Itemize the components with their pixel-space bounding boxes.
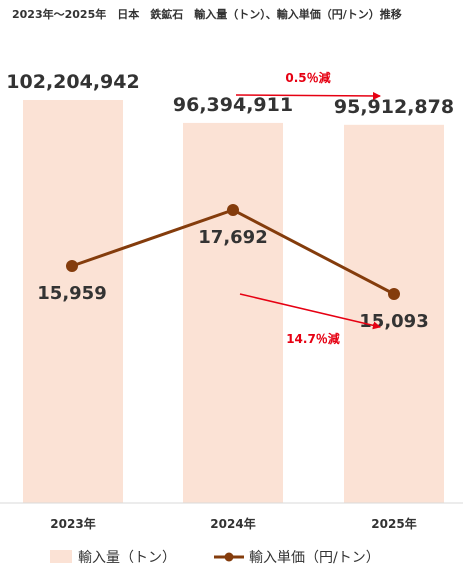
line-value-label: 15,959 <box>37 283 106 304</box>
x-tick-labels: 2023年 2024年 2025年 <box>50 516 416 531</box>
legend-label-volume: 輸入量（トン） <box>78 550 176 566</box>
line-series-layer: 15,959 17,692 15,093 <box>37 203 429 332</box>
bars-layer: 102,204,942 96,394,911 95,912,878 <box>6 71 454 504</box>
legend-swatch-volume <box>50 550 72 563</box>
legend-label-price: 輸入単価（円/トン） <box>249 550 380 566</box>
bar-3 <box>344 124 444 504</box>
arrow-volume <box>235 91 381 100</box>
line-point-2 <box>227 203 239 216</box>
legend: 輸入量（トン） 輸入単価（円/トン） <box>50 550 380 566</box>
bar-1 <box>23 100 123 503</box>
bar-2 <box>183 122 283 503</box>
chart-title: 2023年〜2025年 日本 鉄鉱石 輸入量（トン）、輸入単価（円/トン）推移 <box>12 7 402 21</box>
line-point-1 <box>66 259 78 272</box>
annotation-price-change: 14.7％減 <box>286 331 340 346</box>
bar-value-label: 96,394,911 <box>173 94 293 116</box>
line-value-label: 15,093 <box>359 311 428 332</box>
legend-marker-price <box>224 552 234 562</box>
bar-value-label: 95,912,878 <box>334 96 454 118</box>
annotations-layer: 0.5％減 14.7％減 <box>235 70 381 346</box>
x-tick-label: 2025年 <box>371 516 416 531</box>
bar-value-label: 102,204,942 <box>6 71 139 93</box>
arrow-price <box>239 293 381 330</box>
x-tick-label: 2024年 <box>210 516 255 531</box>
x-tick-label: 2023年 <box>50 516 95 531</box>
line-point-3 <box>388 287 400 300</box>
annotation-volume-change: 0.5％減 <box>285 70 330 85</box>
line-value-label: 17,692 <box>198 227 267 248</box>
